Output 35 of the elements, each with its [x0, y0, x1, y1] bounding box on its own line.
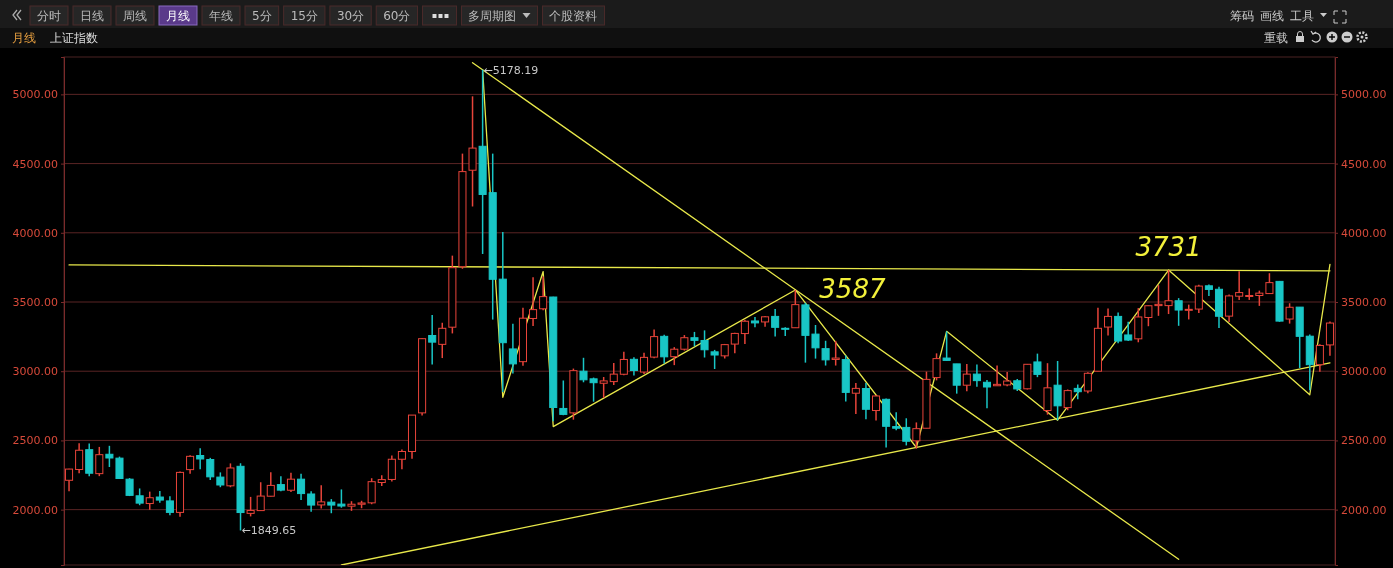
- y-tick-label: 5000.00: [12, 88, 58, 102]
- y2-tick-label: 3000.00: [1341, 365, 1387, 379]
- annotation: ←1849.65: [241, 524, 297, 538]
- y-tick-label: 2500.00: [12, 434, 58, 448]
- y-tick-label: 3000.00: [12, 365, 58, 379]
- text: 15分: [290, 9, 318, 23]
- y2-tick-label: 5000.00: [1341, 88, 1387, 102]
- y2-tick-label: 3500.00: [1341, 296, 1387, 310]
- y-tick-label: 4500.00: [12, 157, 58, 171]
- annotation: 3587: [819, 273, 886, 304]
- text: 年线: [209, 9, 233, 23]
- y2-tick-label: 2500.00: [1341, 434, 1387, 448]
- y-tick-label: 4000.00: [12, 226, 58, 240]
- text: 分时: [37, 9, 61, 23]
- annotation: 3731: [1135, 232, 1202, 263]
- text: 日线: [80, 9, 104, 23]
- text: 30分: [336, 9, 365, 23]
- text: 工具: [1290, 9, 1314, 23]
- y2-tick-label: 2000.00: [1341, 503, 1387, 517]
- text: 个股资料: [549, 9, 598, 23]
- text: 重载: [1264, 31, 1288, 45]
- text: 画线: [1260, 9, 1284, 23]
- text: 5分: [252, 9, 272, 23]
- y-tick-label: 3500.00: [12, 296, 58, 310]
- text: 筹码: [1230, 9, 1254, 23]
- annotation: ←5178.19: [483, 63, 539, 77]
- chart-subtitle: 月线: [12, 31, 36, 45]
- text: 月线: [166, 9, 190, 23]
- y-tick-label: 2000.00: [12, 503, 58, 517]
- y2-tick-label: 4000.00: [1341, 226, 1387, 240]
- text: 周线: [123, 9, 147, 23]
- text: 多周期图: [468, 9, 517, 23]
- chart-title: 上证指数: [50, 31, 98, 45]
- y2-tick-label: 4500.00: [1341, 157, 1387, 171]
- text: 60分: [383, 9, 411, 23]
